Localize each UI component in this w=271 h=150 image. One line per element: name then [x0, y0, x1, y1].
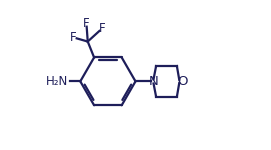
- Text: N: N: [149, 75, 159, 88]
- Text: O: O: [177, 75, 188, 88]
- Text: F: F: [70, 31, 76, 44]
- Text: F: F: [83, 17, 90, 30]
- Text: H₂N: H₂N: [46, 75, 68, 88]
- Text: F: F: [99, 22, 105, 35]
